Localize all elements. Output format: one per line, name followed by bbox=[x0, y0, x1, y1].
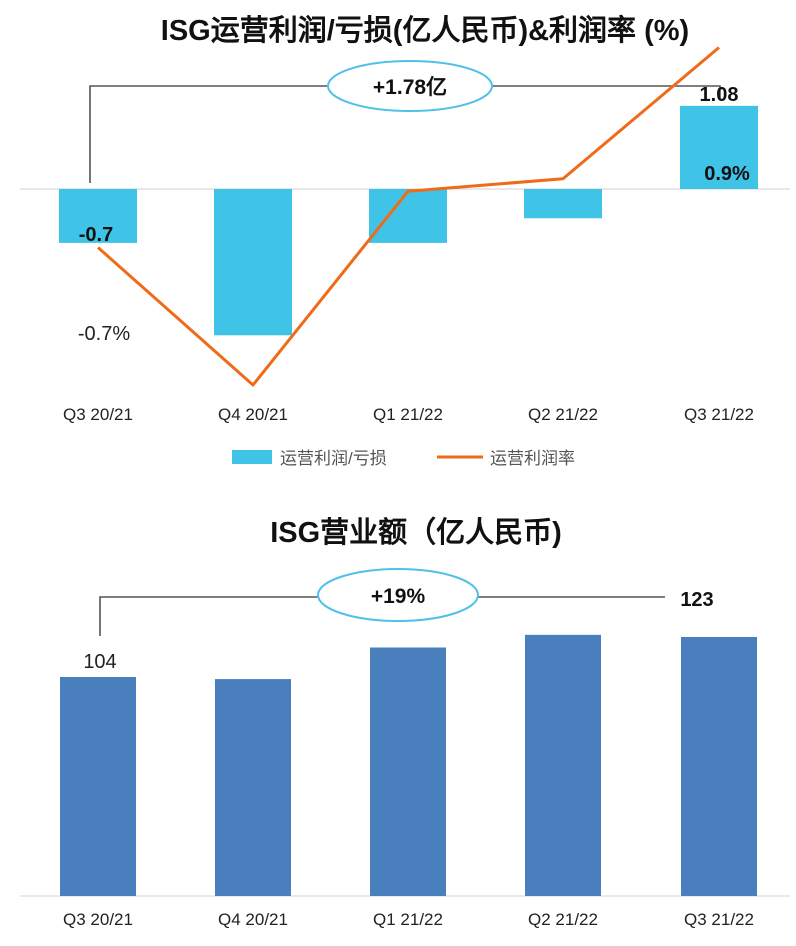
chart2-bar-2 bbox=[215, 679, 291, 896]
chart2-callout-text: +19% bbox=[371, 585, 426, 608]
chart1-xtick-1: Q3 20/21 bbox=[63, 405, 133, 424]
chart1-bar-4 bbox=[524, 189, 602, 219]
chart2-callout-ellipse bbox=[317, 568, 479, 622]
chart1-bar-label-1: -0.7 bbox=[79, 224, 113, 246]
chart2-xtick-2: Q4 20/21 bbox=[218, 910, 288, 929]
chart1-xtick-2: Q4 20/21 bbox=[218, 405, 288, 424]
chart2-title: ISG营业额（亿人民币) bbox=[270, 516, 562, 549]
chart2-bar-1 bbox=[60, 676, 136, 896]
chart1-xtick-4: Q2 21/22 bbox=[528, 405, 598, 424]
chart2-bar-4 bbox=[525, 634, 601, 896]
chart2-bar-3 bbox=[370, 647, 446, 896]
chart1-xtick-3: Q1 21/22 bbox=[373, 405, 443, 424]
chart2-bar-5 bbox=[681, 636, 757, 896]
chart2-xtick-4: Q2 21/22 bbox=[528, 910, 598, 929]
chart2-bar-label-5: 123 bbox=[680, 589, 713, 611]
chart1-title: ISG运营利润/亏损(亿人民币)&利润率 (%) bbox=[161, 13, 689, 47]
chart2-xtick-5: Q3 21/22 bbox=[684, 910, 754, 929]
legend-label-profit-margin: 运营利润率 bbox=[490, 449, 575, 468]
legend-label-operating-profit: 运营利润/亏损 bbox=[280, 449, 387, 468]
chart1-margin-label-1: -0.7% bbox=[78, 323, 130, 345]
chart2-xtick-1: Q3 20/21 bbox=[63, 910, 133, 929]
chart1-bar-label-5: 1.08 bbox=[700, 84, 739, 106]
chart1-xtick-5: Q3 21/22 bbox=[684, 405, 754, 424]
chart1-bar-3 bbox=[369, 189, 447, 243]
chart1-bar-2 bbox=[214, 189, 292, 336]
chart1-callout-text: +1.78亿 bbox=[373, 75, 447, 99]
legend-swatch-operating-profit bbox=[232, 450, 272, 464]
chart1-callout-ellipse bbox=[327, 60, 493, 112]
chart1-margin-label-5: 0.9% bbox=[704, 163, 750, 185]
chart1-bar-5 bbox=[680, 105, 758, 189]
chart1-bar-1 bbox=[59, 189, 137, 243]
chart2-xtick-3: Q1 21/22 bbox=[373, 910, 443, 929]
chart2-bar-label-1: 104 bbox=[83, 651, 116, 673]
chart1-margin-line bbox=[97, 46, 720, 387]
